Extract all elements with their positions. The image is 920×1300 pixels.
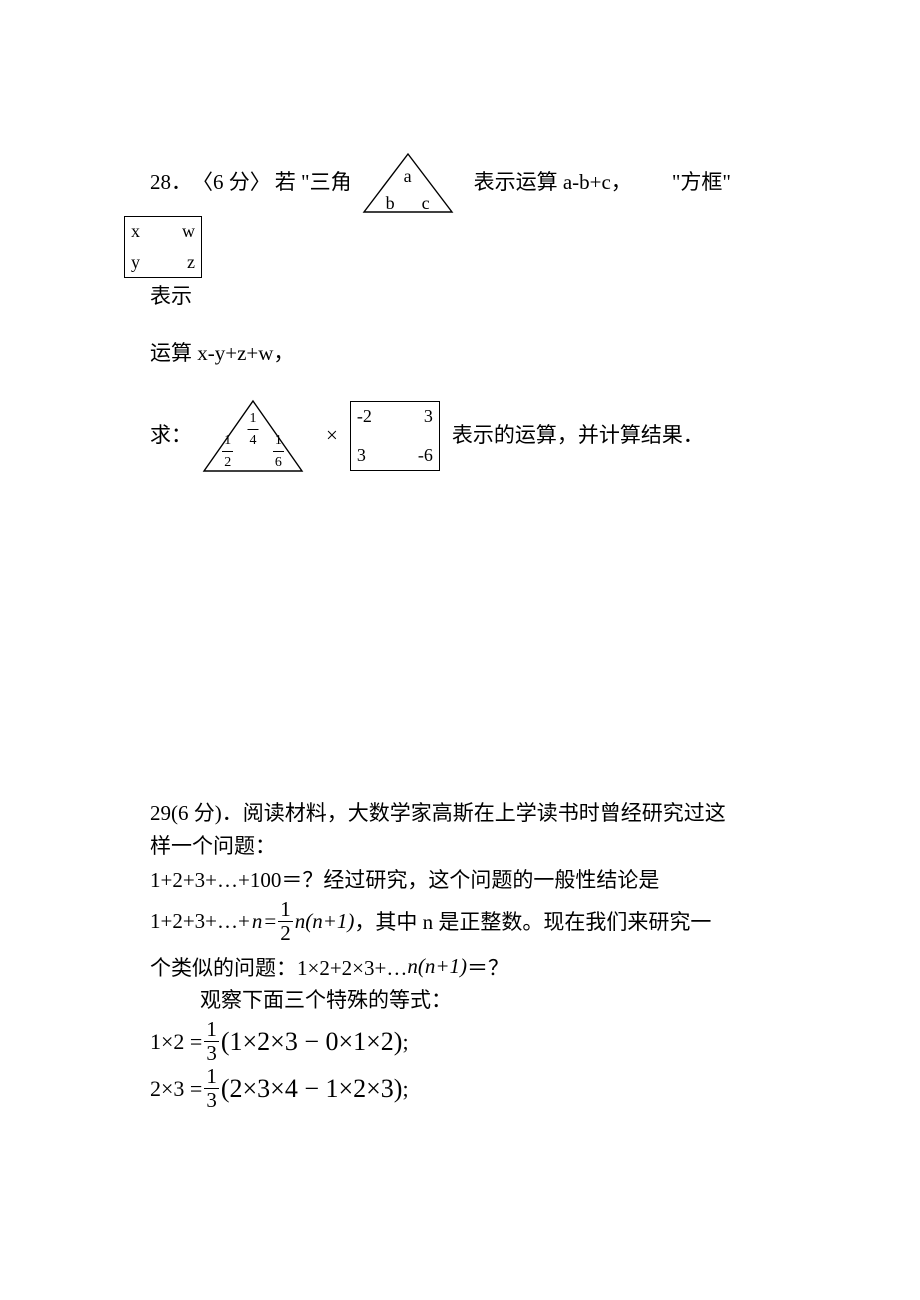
tri-a: a (404, 164, 412, 189)
frac-num: 1 (278, 899, 293, 922)
frac-den: 3 (206, 1089, 217, 1111)
box-bl: y (131, 250, 140, 275)
frac-num: 1 (204, 1066, 219, 1089)
q28-post-tri: 表示运算 a-b+c， (474, 168, 632, 197)
triangle-values: 1 4 1 2 1 6 (198, 397, 308, 475)
q28-line1: 28． 〈6 分〉 若 "三角 a b c 表示运算 a-b+c， "方框" x… (150, 150, 770, 278)
eq1-end: ; (402, 1029, 408, 1055)
q28-pretext: 若 "三角 (275, 168, 352, 197)
box-tr: w (182, 219, 195, 244)
q28-post: 表示的运算，并计算结果． (452, 421, 704, 450)
frac-num: 1 (273, 431, 284, 453)
spacer-large (150, 479, 770, 799)
q29-line3: 1+2+3+…+ n = 1 2 n(n+1) ，其中 n 是正整数。现在我们来… (150, 899, 770, 944)
q28-line2a: 表示 (150, 282, 770, 311)
tri-val-c: 1 6 (273, 431, 284, 473)
box-val-br: -6 (418, 443, 433, 468)
spacer (150, 315, 770, 339)
tri-c: c (422, 191, 430, 216)
q29-l4-expr: n(n+1) (407, 954, 467, 979)
q29-line4: 个类似的问题：1×2+2×3+… n(n+1) ＝？ (150, 952, 770, 982)
q29-points: (6 分)． (171, 799, 243, 828)
frac-num: 1 (248, 409, 259, 431)
q29-l3-pre: 1+2+3+…+ (150, 909, 250, 934)
eq2-rhs: (2×3×4 − 1×2×3) (221, 1074, 403, 1104)
times-sign: × (326, 421, 338, 450)
q29-l3-eq: = (264, 909, 276, 934)
eq2-end: ; (402, 1076, 408, 1102)
frac-den: 6 (275, 452, 282, 473)
eq1-rhs: (1×2×3 − 0×1×2) (221, 1027, 403, 1057)
frac-num: 1 (204, 1019, 219, 1042)
triangle-generic: a b c (358, 150, 458, 216)
q28-line3: 运算 x-y+z+w， (150, 339, 770, 368)
box-val-tl: -2 (357, 404, 372, 429)
frac-den: 3 (206, 1042, 217, 1064)
eq2-frac: 1 3 (204, 1066, 219, 1111)
spacer (150, 373, 770, 397)
q29-line5: 观察下面三个特殊的等式： (200, 986, 770, 1015)
q29-l5: 观察下面三个特殊的等式： (200, 986, 452, 1015)
q29-l3-n: n (252, 909, 263, 934)
q29-l3-post: ，其中 n 是正整数。现在我们来研究一 (354, 906, 711, 936)
q29-line1: 29 (6 分)． 阅读材料，大数学家高斯在上学读书时曾经研究过这 (150, 799, 770, 828)
q28-line4: 求： 1 4 1 2 1 6 (150, 397, 770, 475)
q29-l4b: ＝？ (467, 952, 509, 982)
q29-eq1: 1×2 = 1 3 (1×2×3 − 0×1×2) ; (150, 1019, 770, 1064)
q28-points: 〈6 分〉 (192, 168, 271, 197)
box-val-bl: 3 (357, 443, 366, 468)
frac-den: 4 (250, 430, 257, 451)
frac-den: 2 (224, 452, 231, 473)
q28-expr-generic: 运算 x-y+z+w， (150, 339, 294, 368)
q29-l2a: 1+2+3+…+100＝？经过研究，这个问题的一般性结论是 (150, 866, 659, 895)
eq2-lhs: 2×3 = (150, 1076, 202, 1102)
q29-l3-expr: n(n+1) (295, 909, 355, 934)
spacer (150, 944, 770, 952)
q29-l1: 阅读材料，大数学家高斯在上学读书时曾经研究过这 (243, 799, 726, 828)
document-page: 28． 〈6 分〉 若 "三角 a b c 表示运算 a-b+c， "方框" x… (0, 0, 920, 1300)
q29-l4a: 个类似的问题：1×2+2×3+… (150, 952, 407, 982)
frac-den: 2 (280, 922, 291, 944)
q28-number: 28． (150, 168, 192, 197)
frac-num: 1 (222, 431, 233, 453)
tri-val-a: 1 4 (248, 409, 259, 451)
q29-l3-frac: 1 2 (278, 899, 293, 944)
q29-line1b: 样一个问题： (150, 832, 770, 861)
box-generic: x w y z (124, 216, 202, 278)
q29-line2: 1+2+3+…+100＝？经过研究，这个问题的一般性结论是 (150, 866, 770, 895)
q28-qiu: 求： (150, 421, 192, 450)
q29-eq2: 2×3 = 1 3 (2×3×4 − 1×2×3) ; (150, 1066, 770, 1111)
eq1-lhs: 1×2 = (150, 1029, 202, 1055)
q28-box-label: "方框" (672, 168, 731, 197)
q29-l1b: 样一个问题： (150, 832, 276, 861)
q28-biaoshi: 表示 (150, 282, 192, 311)
tri-val-b: 1 2 (222, 431, 233, 473)
tri-b: b (386, 191, 395, 216)
box-values: -2 3 3 -6 (350, 401, 440, 471)
box-tl: x (131, 219, 140, 244)
box-val-tr: 3 (424, 404, 433, 429)
q29-number: 29 (150, 799, 171, 828)
eq1-frac: 1 3 (204, 1019, 219, 1064)
box-br: z (187, 250, 195, 275)
